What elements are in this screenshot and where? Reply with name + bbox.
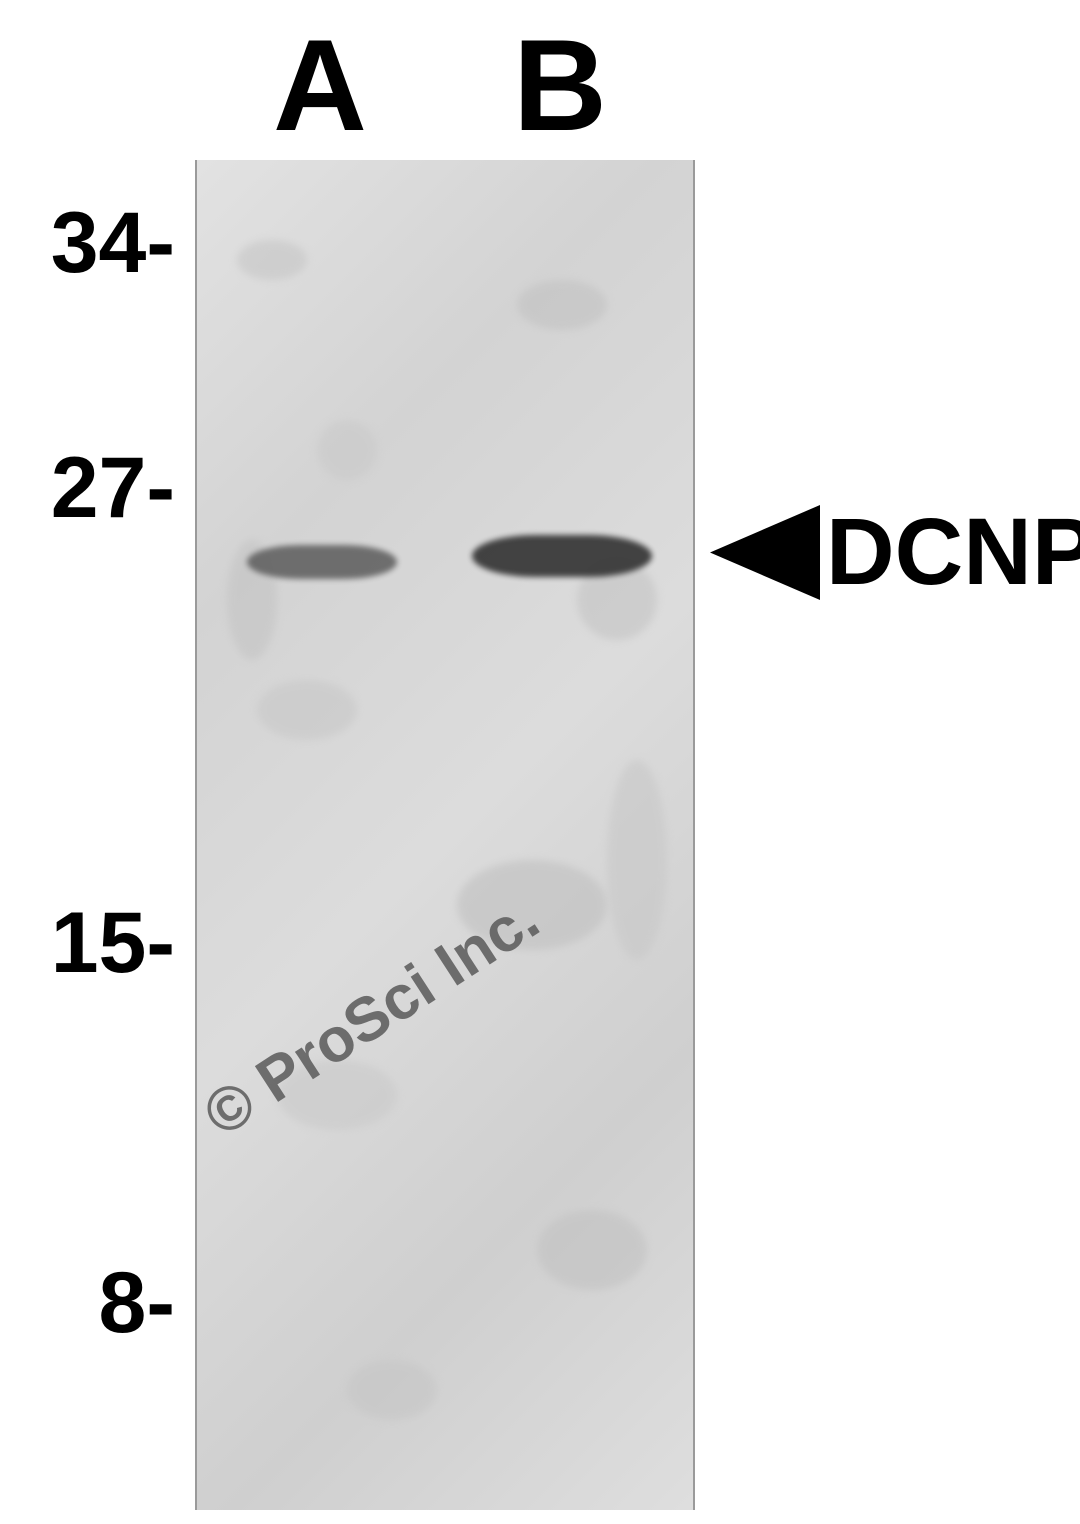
arrow-icon	[710, 505, 820, 600]
protein-label: DCNP1	[710, 505, 1080, 600]
blot-noise	[517, 280, 607, 330]
blot-band	[472, 535, 652, 577]
blot-noise	[317, 420, 377, 480]
protein-name: DCNP1	[826, 505, 1080, 600]
blot-noise	[457, 860, 607, 950]
mw-marker: 15-	[51, 900, 175, 986]
blot-noise	[607, 760, 667, 960]
blot-noise	[347, 1360, 437, 1420]
blot-noise	[277, 1060, 397, 1130]
blot-band	[247, 545, 397, 579]
mw-marker: 34-	[51, 200, 175, 286]
blot-background	[195, 160, 695, 1510]
mw-marker: 8-	[99, 1260, 175, 1346]
lane-label-a: A	[255, 20, 385, 150]
lane-labels-row: A B	[0, 20, 1080, 150]
blot-noise	[257, 680, 357, 740]
blot-noise	[237, 240, 307, 280]
lane-label-b: B	[495, 20, 625, 150]
mw-marker: 27-	[51, 445, 175, 531]
blot-noise	[537, 1210, 647, 1290]
western-blot-membrane	[195, 160, 695, 1510]
